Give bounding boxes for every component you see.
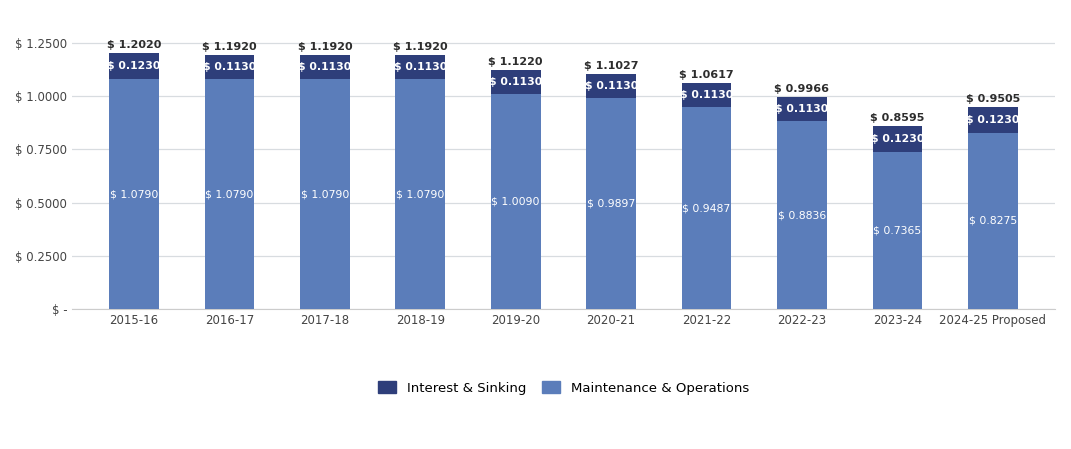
Text: $ 0.1130: $ 0.1130 xyxy=(585,81,637,91)
Text: $ 1.0090: $ 1.0090 xyxy=(492,197,540,207)
Text: $ 1.0790: $ 1.0790 xyxy=(396,189,444,199)
Text: $ 0.1130: $ 0.1130 xyxy=(680,90,734,100)
Text: $ 0.8595: $ 0.8595 xyxy=(871,113,924,123)
Bar xyxy=(873,126,922,152)
Bar xyxy=(491,70,541,94)
Text: $ 0.1130: $ 0.1130 xyxy=(394,62,447,72)
Bar xyxy=(778,97,827,121)
Text: $ 1.0790: $ 1.0790 xyxy=(301,189,349,199)
Text: $ 0.1230: $ 0.1230 xyxy=(871,134,924,144)
Bar xyxy=(682,83,731,107)
Text: $ 0.9505: $ 0.9505 xyxy=(966,94,1020,104)
Bar xyxy=(300,55,349,79)
Bar xyxy=(778,121,827,309)
Text: $ 0.1130: $ 0.1130 xyxy=(202,62,256,72)
Text: $ 0.1130: $ 0.1130 xyxy=(775,104,829,114)
Text: $ 1.1027: $ 1.1027 xyxy=(584,62,638,71)
Bar xyxy=(205,79,254,309)
Bar xyxy=(586,98,636,309)
Text: $ 0.1130: $ 0.1130 xyxy=(298,62,351,72)
Text: $ 1.1920: $ 1.1920 xyxy=(298,42,352,52)
Text: $ 1.0790: $ 1.0790 xyxy=(110,189,159,199)
Bar xyxy=(586,74,636,98)
Text: $ 0.8275: $ 0.8275 xyxy=(969,216,1017,226)
Text: $ 1.0790: $ 1.0790 xyxy=(206,189,254,199)
Text: $ 1.0617: $ 1.0617 xyxy=(679,70,734,80)
Text: $ 1.1920: $ 1.1920 xyxy=(393,42,448,52)
Text: $ 1.1920: $ 1.1920 xyxy=(202,42,257,52)
Bar xyxy=(968,133,1017,309)
Text: $ 0.1230: $ 0.1230 xyxy=(966,114,1020,125)
Bar xyxy=(205,55,254,79)
Text: $ 1.1220: $ 1.1220 xyxy=(488,57,543,67)
Bar xyxy=(873,152,922,309)
Text: $ 1.2020: $ 1.2020 xyxy=(107,40,162,50)
Bar xyxy=(682,107,731,309)
Text: $ 0.1230: $ 0.1230 xyxy=(107,61,161,71)
Text: $ 0.9966: $ 0.9966 xyxy=(774,84,830,94)
Text: $ 0.7365: $ 0.7365 xyxy=(873,226,921,236)
Bar xyxy=(395,55,446,79)
Bar xyxy=(968,106,1017,133)
Bar xyxy=(491,94,541,309)
Bar xyxy=(109,79,159,309)
Legend: Interest & Sinking, Maintenance & Operations: Interest & Sinking, Maintenance & Operat… xyxy=(371,374,756,401)
Text: $ 0.1130: $ 0.1130 xyxy=(489,77,542,87)
Text: $ 0.8836: $ 0.8836 xyxy=(778,210,826,220)
Bar xyxy=(395,79,446,309)
Bar xyxy=(109,53,159,79)
Bar xyxy=(300,79,349,309)
Text: $ 0.9487: $ 0.9487 xyxy=(682,203,730,213)
Text: $ 0.9897: $ 0.9897 xyxy=(587,199,635,209)
